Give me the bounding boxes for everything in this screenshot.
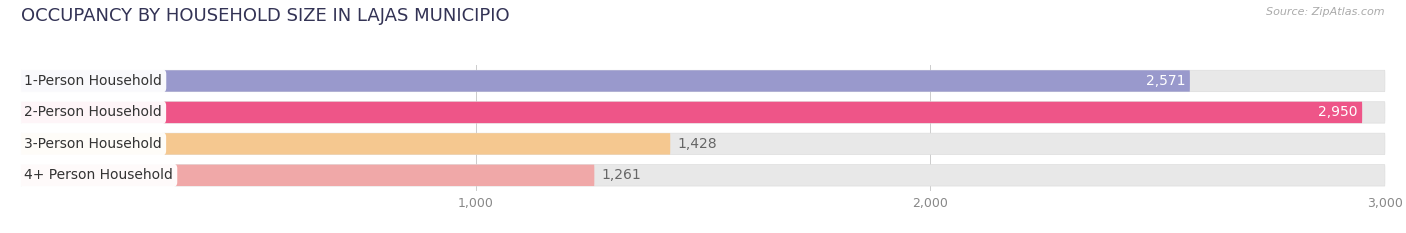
FancyBboxPatch shape xyxy=(21,70,1189,92)
Text: 3-Person Household: 3-Person Household xyxy=(24,137,162,151)
FancyBboxPatch shape xyxy=(21,102,1385,123)
FancyBboxPatch shape xyxy=(21,165,1385,186)
Text: 2-Person Household: 2-Person Household xyxy=(24,105,162,120)
Text: 1,428: 1,428 xyxy=(678,137,717,151)
FancyBboxPatch shape xyxy=(21,165,595,186)
Text: 1-Person Household: 1-Person Household xyxy=(24,74,162,88)
Text: 4+ Person Household: 4+ Person Household xyxy=(24,168,173,182)
Text: 1,261: 1,261 xyxy=(602,168,641,182)
FancyBboxPatch shape xyxy=(21,70,1385,92)
Text: 2,950: 2,950 xyxy=(1317,105,1357,120)
FancyBboxPatch shape xyxy=(21,133,1385,154)
Text: 2,571: 2,571 xyxy=(1146,74,1185,88)
FancyBboxPatch shape xyxy=(21,102,1362,123)
Text: Source: ZipAtlas.com: Source: ZipAtlas.com xyxy=(1267,7,1385,17)
FancyBboxPatch shape xyxy=(21,133,671,154)
Text: OCCUPANCY BY HOUSEHOLD SIZE IN LAJAS MUNICIPIO: OCCUPANCY BY HOUSEHOLD SIZE IN LAJAS MUN… xyxy=(21,7,510,25)
